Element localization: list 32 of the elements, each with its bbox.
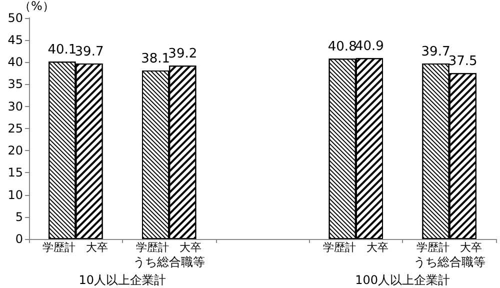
data-label: 38.1 (141, 52, 170, 67)
text: 100人以上企業計 (355, 273, 450, 287)
y-tick-label: 20 (8, 144, 23, 158)
y-tick-label: 10 (8, 188, 23, 202)
text: 学歴計 (322, 241, 356, 254)
data-label: 37.5 (448, 54, 478, 70)
data-label: 40.9 (354, 39, 384, 54)
y-tick-label: 5 (15, 210, 23, 224)
y-axis-title: （%） (19, 0, 54, 13)
text: 10人以上企業計 (78, 273, 166, 287)
data-label: 40.8 (328, 40, 357, 55)
y-tick-label: 35 (8, 77, 23, 92)
y-tick-label: 30 (8, 99, 23, 114)
series-label: 大卒 (86, 241, 108, 254)
text: 大卒 (460, 241, 482, 254)
text: 大卒 (180, 241, 202, 254)
text: 学歴計 (42, 241, 76, 254)
data-label: 39.7 (74, 44, 104, 60)
y-tick-label: 15 (8, 166, 23, 180)
text: うち総合職等 (413, 255, 486, 269)
data-label: 40.1 (48, 42, 77, 58)
y-tick-label: 25 (8, 121, 23, 136)
text: 大卒 (366, 241, 388, 254)
data-label: 39.2 (168, 46, 198, 62)
y-tick-label: 0 (15, 232, 23, 246)
text: 学歴計 (136, 241, 170, 254)
series-label: 学歴計 (416, 241, 450, 254)
text: うち総合職等 (133, 255, 206, 269)
y-tick-label: 45 (8, 33, 23, 48)
data-label: 39.7 (421, 44, 450, 60)
y-tick-label: 50 (8, 10, 23, 25)
y-tick-label: 40 (8, 55, 23, 70)
